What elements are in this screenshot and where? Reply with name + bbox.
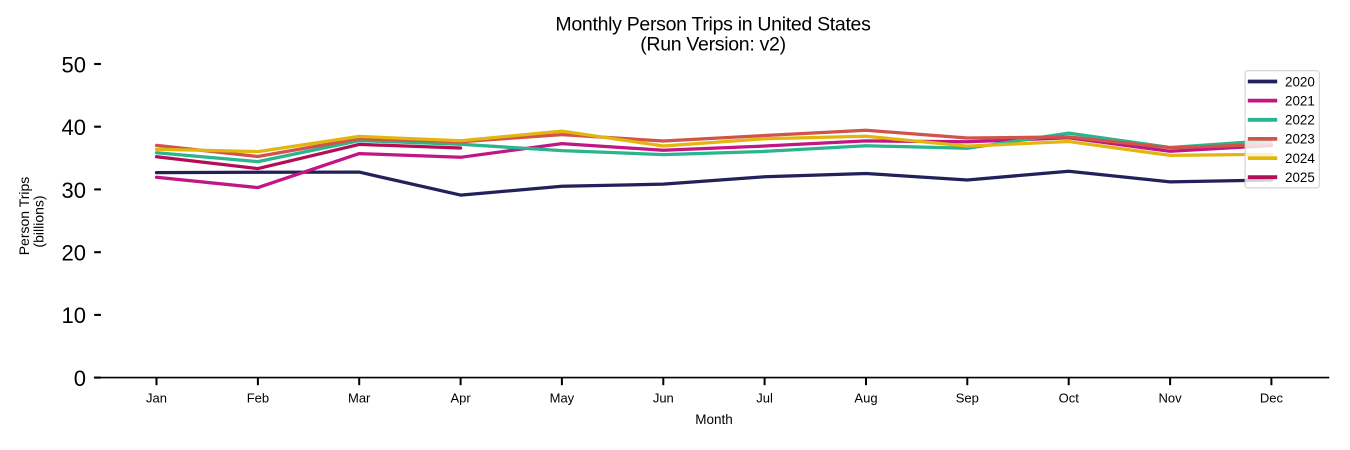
svg-text:Month: Month: [695, 412, 733, 427]
svg-text:10: 10: [62, 303, 86, 328]
svg-text:Mar: Mar: [348, 390, 371, 405]
svg-text:Aug: Aug: [854, 390, 877, 405]
svg-text:Monthly Person Trips in United: Monthly Person Trips in United States: [555, 14, 871, 36]
svg-text:2023: 2023: [1285, 132, 1315, 147]
svg-text:2022: 2022: [1285, 113, 1315, 128]
svg-text:Person Trips: Person Trips: [16, 177, 32, 256]
svg-text:(Run Version: v2): (Run Version: v2): [640, 33, 786, 55]
svg-text:50: 50: [62, 52, 86, 77]
svg-text:Nov: Nov: [1159, 390, 1183, 405]
svg-text:2020: 2020: [1285, 74, 1315, 89]
svg-text:20: 20: [62, 241, 86, 266]
svg-text:Jan: Jan: [146, 390, 167, 405]
svg-text:Apr: Apr: [450, 390, 471, 405]
svg-text:Dec: Dec: [1260, 390, 1284, 405]
svg-text:40: 40: [62, 115, 86, 140]
svg-text:Sep: Sep: [956, 390, 979, 405]
svg-text:2025: 2025: [1285, 170, 1315, 185]
svg-text:Oct: Oct: [1059, 390, 1080, 405]
svg-text:Jun: Jun: [653, 390, 674, 405]
svg-text:Feb: Feb: [247, 390, 269, 405]
svg-text:2024: 2024: [1285, 151, 1315, 166]
svg-text:2021: 2021: [1285, 93, 1315, 108]
svg-text:May: May: [550, 390, 575, 405]
svg-text:(billions): (billions): [31, 195, 47, 247]
svg-text:0: 0: [74, 366, 86, 391]
svg-text:Jul: Jul: [756, 390, 773, 405]
svg-text:30: 30: [62, 178, 86, 203]
